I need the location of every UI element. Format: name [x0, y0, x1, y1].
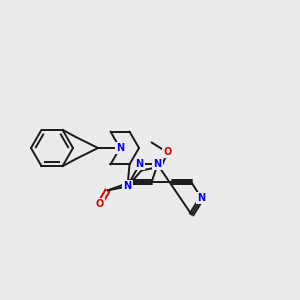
Text: N: N — [123, 182, 132, 191]
Text: O: O — [164, 148, 172, 158]
Text: N: N — [153, 160, 162, 170]
Text: O: O — [95, 200, 104, 209]
Text: N: N — [197, 194, 206, 203]
Text: N: N — [135, 160, 144, 170]
Text: N: N — [116, 143, 124, 153]
